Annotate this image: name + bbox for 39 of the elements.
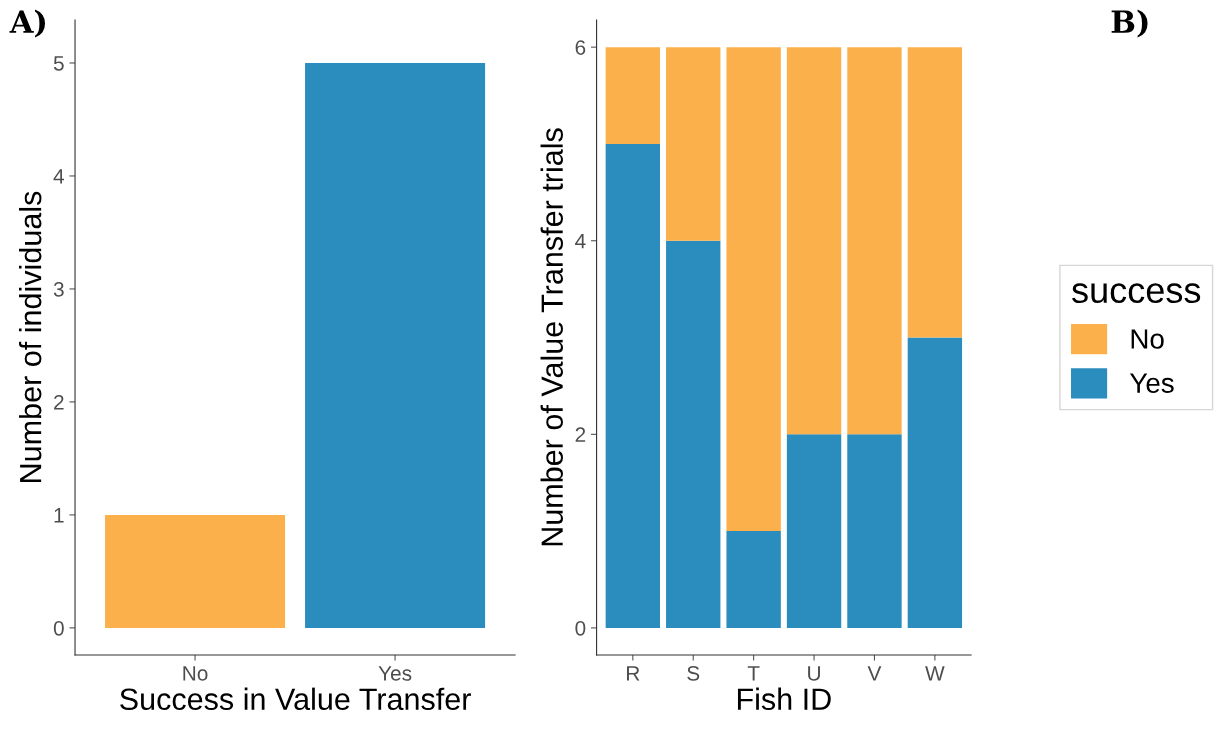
x-tick-label: W: [925, 666, 945, 681]
legend-label: Yes: [1129, 373, 1174, 393]
text: A): [9, 9, 46, 38]
bar: [726, 531, 781, 628]
x-tick-label: S: [687, 665, 700, 681]
legend-title: success: [1072, 283, 1201, 304]
y-tick-label: 6: [575, 40, 586, 55]
x-tick-label: U: [808, 666, 820, 681]
y-tick-label: 0: [575, 620, 586, 636]
bar: [666, 240, 721, 628]
bar: [786, 434, 842, 628]
bar: [786, 47, 842, 435]
bar: [666, 47, 721, 241]
x-axis-title: Success in Value Transfer: [120, 687, 471, 711]
bar: [605, 47, 661, 144]
y-axis-title: Number of Value Transfer trials: [540, 128, 563, 546]
x-tick-label: No: [183, 666, 208, 681]
x-axis-title: Fish ID: [737, 687, 831, 711]
x-tick-label: Yes: [378, 666, 412, 681]
bar: [907, 337, 963, 628]
bar: [847, 434, 902, 628]
y-tick-label: 3: [53, 281, 64, 297]
y-tick-label: 4: [53, 169, 64, 184]
legend-label: No: [1131, 329, 1164, 349]
y-axis-title: Number of individuals: [18, 191, 42, 482]
y-tick-label: 0: [53, 620, 64, 636]
y-tick-label: 4: [575, 233, 586, 249]
x-tick-label: V: [867, 666, 882, 681]
y-tick-label: 1: [54, 508, 64, 523]
y-tick-label: 2: [54, 394, 64, 410]
x-tick-label: R: [627, 666, 640, 681]
y-tick-label: 5: [53, 56, 64, 71]
y-tick-label: 2: [575, 427, 586, 442]
bar: [847, 47, 902, 435]
bar: [726, 47, 781, 532]
bar: [605, 143, 661, 628]
x-tick-label: T: [747, 666, 760, 681]
text: B): [1111, 9, 1148, 38]
bar: [907, 47, 963, 338]
